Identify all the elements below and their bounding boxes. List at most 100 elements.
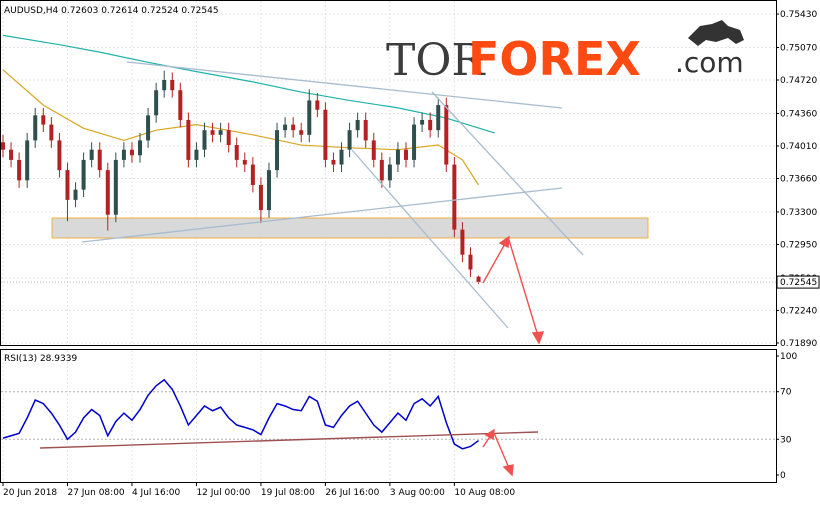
candle-body <box>81 159 86 190</box>
y-tick-label: 0.71890 <box>780 339 817 349</box>
candle-body <box>73 189 78 200</box>
y-tick-label: 100 <box>780 352 797 362</box>
candle-body <box>452 164 457 230</box>
candle-body <box>202 130 207 150</box>
forecast-arrows <box>39 235 545 477</box>
logo-text: .com <box>675 46 744 79</box>
candle-body <box>412 124 417 160</box>
logo-icon <box>688 20 744 46</box>
candle-body <box>242 159 247 165</box>
candle-body <box>371 140 376 160</box>
candle-body <box>97 149 102 171</box>
candle-body <box>105 170 110 215</box>
candle-body <box>9 149 14 160</box>
candle-body <box>444 105 449 165</box>
arrow-head <box>484 428 495 441</box>
candle-body <box>323 109 328 160</box>
trend-lines <box>81 61 584 329</box>
candle-body <box>436 105 441 131</box>
arrow-head <box>502 464 514 477</box>
candle-body <box>258 184 263 211</box>
y-tick-label: 0.75070 <box>780 43 817 53</box>
last-price-label: 0.72545 <box>780 278 817 288</box>
candle-body <box>363 119 368 141</box>
last-price-box <box>776 275 820 289</box>
y-tick-label: 0.74720 <box>780 76 817 86</box>
candle-body <box>266 170 271 211</box>
arrow-head <box>498 235 510 249</box>
trend-line <box>126 61 563 109</box>
rsi-panel-border <box>0 349 777 483</box>
candle-body <box>33 115 38 141</box>
candle-body <box>178 90 183 120</box>
candle-body <box>315 100 320 110</box>
y-tick-label: 0 <box>780 471 786 481</box>
y-tick-label: 0.73660 <box>780 174 817 184</box>
x-tick-label: 3 Aug 00:00 <box>390 488 445 498</box>
price-panel-border <box>0 0 777 346</box>
candle-body <box>162 80 167 91</box>
candle-body <box>57 140 62 171</box>
rsi-title: RSI(13) 28.9339 <box>4 354 77 364</box>
candle-body <box>275 130 280 171</box>
candle-body <box>283 124 288 131</box>
candle-body <box>468 254 473 270</box>
moving-average <box>2 69 480 186</box>
candle-body <box>146 115 151 141</box>
candle-body <box>154 90 159 116</box>
logo: TOR FOREX .com <box>386 20 744 86</box>
candle-body <box>49 124 54 141</box>
candle-body <box>218 130 223 135</box>
candle-body <box>291 124 296 131</box>
candle-body <box>379 159 384 181</box>
arrow <box>482 241 507 284</box>
candle-body <box>113 159 118 215</box>
candle-body <box>307 100 312 135</box>
candle-body <box>170 80 175 91</box>
x-tick-label: 10 Aug 08:00 <box>454 488 515 498</box>
y-tick-label: 70 <box>780 388 792 398</box>
candle-body <box>226 130 231 146</box>
candle-body <box>121 149 126 160</box>
arrow-head <box>531 331 545 345</box>
candle-body <box>89 149 94 160</box>
x-tick-label: 12 Jul 00:00 <box>196 488 250 498</box>
candle-body <box>210 130 215 135</box>
candle-body <box>355 119 360 131</box>
candle-body <box>428 119 433 131</box>
candle-body <box>129 149 134 156</box>
x-tick-label: 19 Jul 08:00 <box>261 488 315 498</box>
y-tick-label: 30 <box>780 435 792 445</box>
y-tick-label: 0.72950 <box>780 240 817 250</box>
x-tick-label: 27 Jun 08:00 <box>67 488 124 498</box>
y-tick-label: 0.74360 <box>780 109 817 119</box>
logo-text: TOR <box>386 35 486 86</box>
candle-body <box>41 115 46 125</box>
candle-body <box>194 149 199 160</box>
candle-body <box>186 119 191 160</box>
arrow <box>493 432 510 469</box>
y-tick-label: 0.72240 <box>780 306 817 316</box>
y-tick-label: 0.74010 <box>780 142 817 152</box>
x-tick-label: 26 Jul 16:00 <box>325 488 379 498</box>
candle-body <box>234 145 239 160</box>
arrow <box>508 239 539 337</box>
candle-body <box>138 140 143 156</box>
x-tick-label: 20 Jun 2018 <box>3 488 57 498</box>
marks <box>1 34 495 450</box>
candle-body <box>65 170 70 200</box>
candle-body <box>347 130 352 150</box>
rsi-trend-line <box>39 431 539 449</box>
candle-body <box>404 149 408 160</box>
trend-line <box>351 149 509 329</box>
candle-body <box>250 164 255 185</box>
candle-body <box>387 164 392 181</box>
candle-body <box>339 149 344 165</box>
candle-body <box>420 119 425 125</box>
trend-line <box>431 91 584 256</box>
x-tick-label: 4 Jul 16:00 <box>132 488 181 498</box>
chart-title: AUDUSD,H4 0.72603 0.72614 0.72524 0.7254… <box>4 6 219 16</box>
rsi-line <box>2 378 479 450</box>
